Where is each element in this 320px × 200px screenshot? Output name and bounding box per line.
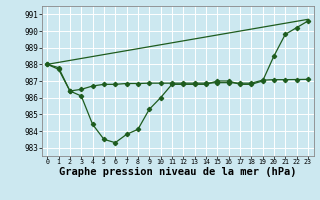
X-axis label: Graphe pression niveau de la mer (hPa): Graphe pression niveau de la mer (hPa) — [59, 167, 296, 177]
